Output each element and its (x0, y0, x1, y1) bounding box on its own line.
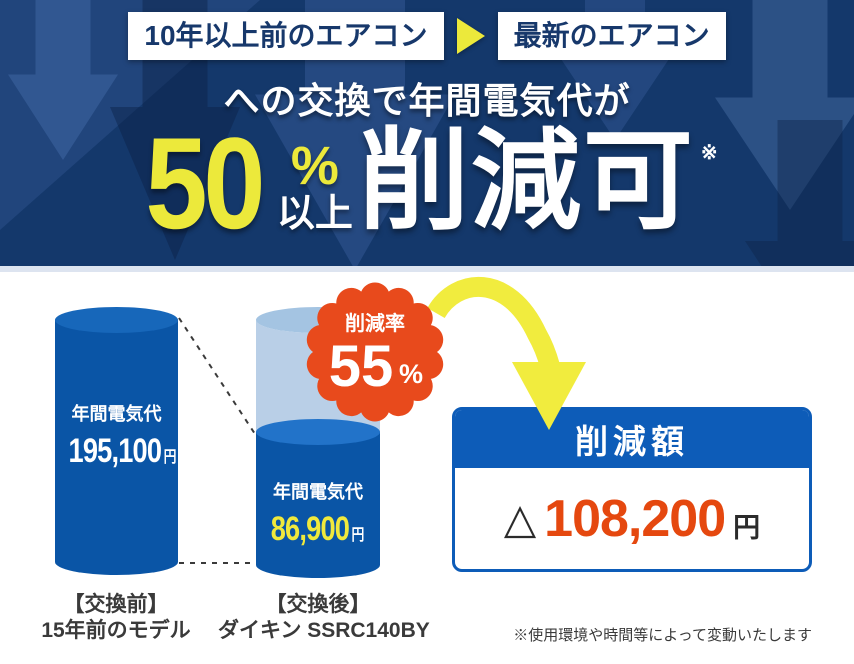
bar-after-caption-line2: ダイキン SSRC140BY (218, 619, 430, 642)
headline-main-text: 削減可 (358, 120, 695, 243)
bar-before-value: 195,100 (68, 432, 162, 470)
bar-before-value-line: 195,100 円 (68, 432, 176, 471)
badge-value: 55 (329, 334, 394, 399)
bar-after-caption: 【交換後】 ダイキン SSRC140BY (218, 592, 430, 644)
bar-after-value-line: 86,900 円 (271, 510, 365, 549)
savings-amount-row: △ 108,200 円 (455, 468, 809, 569)
new-aircon-box: 最新のエアコン (497, 12, 726, 60)
comparison-row: 10年以上前のエアコン 最新のエアコン (0, 12, 854, 60)
banner-bottom-strip (0, 266, 854, 272)
ghost-cylinder (256, 307, 380, 442)
bar-before-caption-line1: 【交換前】 (63, 593, 169, 616)
old-aircon-box: 10年以上前のエアコン (128, 12, 444, 60)
headline-percent-column: % 以上 (276, 135, 353, 235)
ijou-label: 以上 (276, 192, 353, 235)
bar-before-caption-line2: 15年前のモデル (41, 619, 191, 642)
bar-after-value-label: 年間電気代 (273, 482, 363, 502)
asterisk-note-mark: ※ (700, 142, 718, 164)
minus-triangle-icon: △ (503, 494, 537, 542)
bar-before-value-label: 年間電気代 (71, 404, 162, 424)
chart-section: 削減額 △ 108,200 円 (0, 272, 854, 664)
badge-percent-sign: % (399, 359, 423, 389)
savings-box-title: 削減額 (455, 410, 809, 468)
arrow-right-icon (456, 18, 485, 54)
bar-after-value-block: 年間電気代 86,900 円 (256, 478, 380, 549)
savings-result-box: 削減額 △ 108,200 円 (452, 407, 812, 572)
bar-before-caption: 【交換前】 15年前のモデル (16, 592, 216, 644)
headline: 50 % 以上 削減可 ※ (0, 109, 854, 256)
bar-before-unit: 円 (163, 449, 177, 466)
badge-label: 削減率 (345, 311, 405, 335)
savings-amount: 108,200 (544, 489, 726, 548)
banner: 10年以上前のエアコン 最新のエアコン への交換で年間電気代が 50 % 以上 … (0, 0, 854, 266)
percent-sign: % (290, 135, 339, 196)
bar-before-value-block: 年間電気代 195,100 円 (55, 400, 178, 471)
savings-unit: 円 (733, 513, 761, 543)
bar-after-value: 86,900 (271, 510, 350, 548)
dashed-guide-top (178, 317, 256, 435)
bar-after-unit: 円 (351, 527, 365, 544)
disclaimer-note: ※使用環境や時間等によって変動いたします (513, 627, 812, 644)
bar-after-caption-line1: 【交換後】 (265, 593, 371, 616)
headline-percent-number: 50 (145, 109, 266, 256)
banner-subtitle: への交換で年間電気代が (223, 80, 631, 121)
reduction-rate-badge: 削減率 55 % (306, 282, 444, 422)
